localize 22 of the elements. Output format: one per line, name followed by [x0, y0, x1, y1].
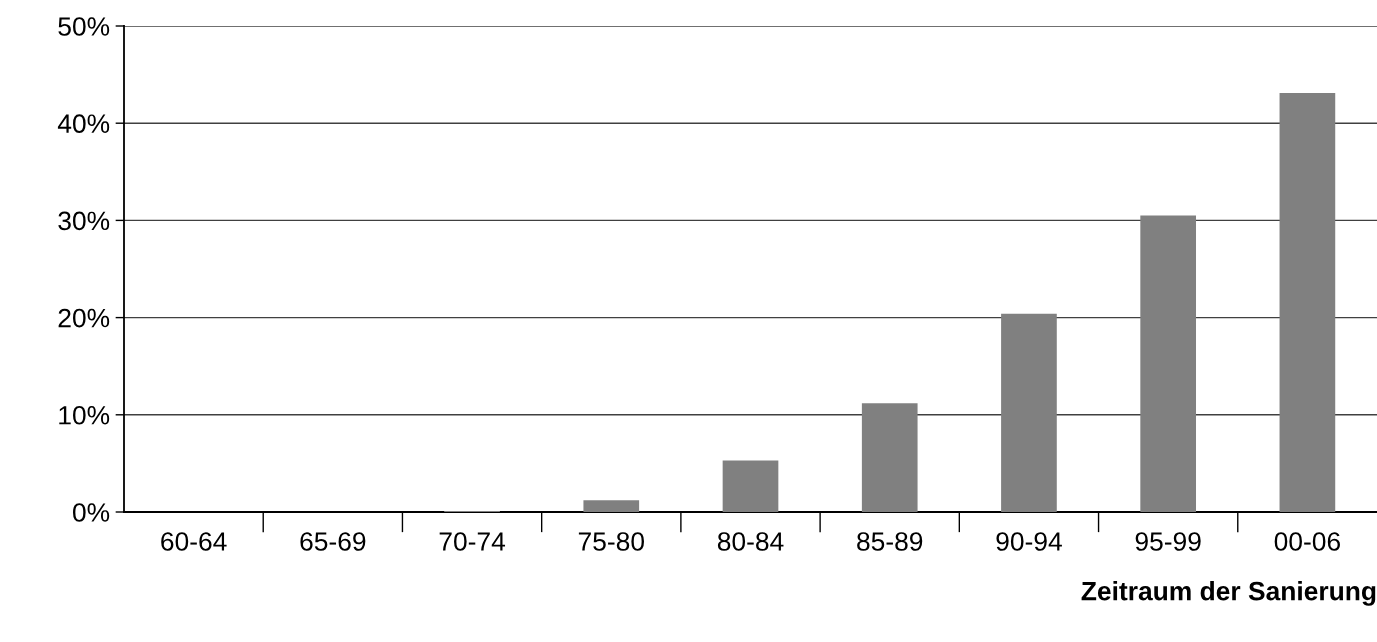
y-tick-label: 50% [58, 17, 110, 36]
y-tick-label: 20% [58, 308, 110, 328]
bar [1279, 93, 1336, 512]
x-tick-label: 60-64 [161, 532, 227, 551]
x-tick-label: 85-89 [857, 532, 923, 551]
bar [1140, 215, 1197, 512]
y-tick-label: 30% [58, 211, 110, 231]
y-tick-label: 40% [57, 114, 110, 134]
bar [1001, 313, 1057, 512]
x-tick-label: 90-94 [996, 532, 1062, 551]
bar [722, 460, 779, 512]
y-tick-label: 10% [59, 405, 110, 425]
x-tick-label: 80-84 [717, 532, 784, 551]
bar [861, 403, 918, 512]
y-tick-label: 0% [73, 503, 110, 522]
x-tick-label: 70-74 [439, 532, 506, 551]
x-tick-label: 95-99 [1135, 532, 1201, 551]
x-tick-label: 00-06 [1274, 532, 1340, 551]
x-tick-label: 75-80 [578, 532, 644, 551]
x-axis-title: Zeitraum der Sanierung [1081, 581, 1376, 606]
bar [583, 500, 640, 512]
x-tick-label: 65-69 [300, 532, 366, 551]
